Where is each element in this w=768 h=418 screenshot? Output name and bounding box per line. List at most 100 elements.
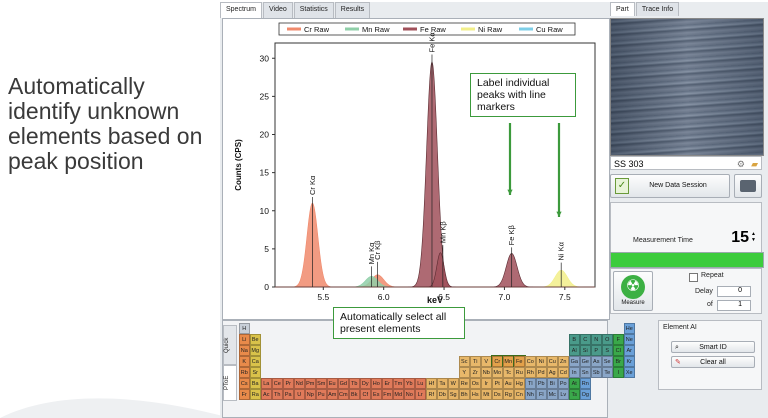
tab-video[interactable]: Video bbox=[262, 2, 293, 18]
element-p[interactable]: P bbox=[591, 345, 602, 356]
element-sn[interactable]: Sn bbox=[580, 367, 591, 378]
smart-id-button[interactable]: ⌕ Smart ID bbox=[671, 341, 755, 353]
element-as[interactable]: As bbox=[591, 356, 602, 367]
element-tm[interactable]: Tm bbox=[393, 378, 404, 389]
element-ne[interactable]: Ne bbox=[624, 334, 635, 345]
element-zr[interactable]: Zr bbox=[470, 367, 481, 378]
element-tb[interactable]: Tb bbox=[349, 378, 360, 389]
element-ra[interactable]: Ra bbox=[250, 389, 261, 400]
element-cs[interactable]: Cs bbox=[239, 378, 250, 389]
element-mg[interactable]: Mg bbox=[250, 345, 261, 356]
element-lu[interactable]: Lu bbox=[415, 378, 426, 389]
element-sm[interactable]: Sm bbox=[316, 378, 327, 389]
element-sb[interactable]: Sb bbox=[591, 367, 602, 378]
element-bh[interactable]: Bh bbox=[459, 389, 470, 400]
element-co[interactable]: Co bbox=[525, 356, 536, 367]
measure-button[interactable]: ☢ Measure bbox=[613, 271, 653, 311]
element-og[interactable]: Og bbox=[580, 389, 591, 400]
element-ru[interactable]: Ru bbox=[514, 367, 525, 378]
element-hg[interactable]: Hg bbox=[514, 378, 525, 389]
spinner-arrows-icon[interactable]: ▲ ▼ bbox=[751, 231, 756, 243]
tab-ptoe[interactable]: PToE bbox=[223, 365, 237, 401]
element-pm[interactable]: Pm bbox=[305, 378, 316, 389]
element-w[interactable]: W bbox=[448, 378, 459, 389]
element-se[interactable]: Se bbox=[602, 356, 613, 367]
element-pa[interactable]: Pa bbox=[283, 389, 294, 400]
element-er[interactable]: Er bbox=[382, 378, 393, 389]
element-zn[interactable]: Zn bbox=[558, 356, 569, 367]
element-ir[interactable]: Ir bbox=[481, 378, 492, 389]
element-i[interactable]: I bbox=[613, 367, 624, 378]
element-pt[interactable]: Pt bbox=[492, 378, 503, 389]
element-bi[interactable]: Bi bbox=[547, 378, 558, 389]
element-mt[interactable]: Mt bbox=[481, 389, 492, 400]
element-fl[interactable]: Fl bbox=[536, 389, 547, 400]
tab-trace-info[interactable]: Trace Info bbox=[635, 2, 680, 16]
sample-name-row[interactable]: SS 303 ⚙ ▰ bbox=[610, 156, 762, 170]
element-ce[interactable]: Ce bbox=[272, 378, 283, 389]
element-u[interactable]: U bbox=[294, 389, 305, 400]
element-re[interactable]: Re bbox=[459, 378, 470, 389]
element-rn[interactable]: Rn bbox=[580, 378, 591, 389]
element-si[interactable]: Si bbox=[580, 345, 591, 356]
element-pd[interactable]: Pd bbox=[536, 367, 547, 378]
element-pu[interactable]: Pu bbox=[316, 389, 327, 400]
element-be[interactable]: Be bbox=[250, 334, 261, 345]
element-fm[interactable]: Fm bbox=[382, 389, 393, 400]
element-rf[interactable]: Rf bbox=[426, 389, 437, 400]
element-y[interactable]: Y bbox=[459, 367, 470, 378]
element-mo[interactable]: Mo bbox=[492, 367, 503, 378]
element-lv[interactable]: Lv bbox=[558, 389, 569, 400]
element-br[interactable]: Br bbox=[613, 356, 624, 367]
element-xe[interactable]: Xe bbox=[624, 367, 635, 378]
tab-statistics[interactable]: Statistics bbox=[293, 2, 334, 18]
element-h[interactable]: H bbox=[239, 323, 250, 334]
element-ta[interactable]: Ta bbox=[437, 378, 448, 389]
element-ar[interactable]: Ar bbox=[624, 345, 635, 356]
element-cu[interactable]: Cu bbox=[547, 356, 558, 367]
element-cr[interactable]: Cr bbox=[491, 355, 504, 368]
element-ni[interactable]: Ni bbox=[536, 356, 547, 367]
element-n[interactable]: N bbox=[591, 334, 602, 345]
element-ca[interactable]: Ca bbox=[250, 356, 261, 367]
element-hf[interactable]: Hf bbox=[426, 378, 437, 389]
element-te[interactable]: Te bbox=[602, 367, 613, 378]
element-ba[interactable]: Ba bbox=[250, 378, 261, 389]
element-np[interactable]: Np bbox=[305, 389, 316, 400]
element-mn[interactable]: Mn bbox=[502, 355, 515, 368]
element-k[interactable]: K bbox=[239, 356, 250, 367]
element-bk[interactable]: Bk bbox=[349, 389, 360, 400]
element-fr[interactable]: Fr bbox=[239, 389, 250, 400]
element-cn[interactable]: Cn bbox=[514, 389, 525, 400]
element-sc[interactable]: Sc bbox=[459, 356, 470, 367]
spectrum-chart[interactable]: Cr Raw Mn Raw Fe Raw Ni Raw Cu Raw Cr Kα Mn Kα… bbox=[223, 19, 609, 319]
element-lr[interactable]: Lr bbox=[415, 389, 426, 400]
element-al[interactable]: Al bbox=[569, 345, 580, 356]
element-pr[interactable]: Pr bbox=[283, 378, 294, 389]
element-cl[interactable]: Cl bbox=[613, 345, 624, 356]
element-la[interactable]: La bbox=[261, 378, 272, 389]
element-au[interactable]: Au bbox=[503, 378, 514, 389]
element-es[interactable]: Es bbox=[371, 389, 382, 400]
element-ts[interactable]: Ts bbox=[569, 389, 580, 400]
element-ge[interactable]: Ge bbox=[580, 356, 591, 367]
element-ac[interactable]: Ac bbox=[261, 389, 272, 400]
element-yb[interactable]: Yb bbox=[404, 378, 415, 389]
element-os[interactable]: Os bbox=[470, 378, 481, 389]
element-cm[interactable]: Cm bbox=[338, 389, 349, 400]
element-no[interactable]: No bbox=[404, 389, 415, 400]
element-sg[interactable]: Sg bbox=[448, 389, 459, 400]
element-db[interactable]: Db bbox=[437, 389, 448, 400]
delay-input[interactable]: 0 bbox=[717, 286, 751, 297]
element-li[interactable]: Li bbox=[239, 334, 250, 345]
folder-icon[interactable]: ▰ bbox=[751, 159, 758, 169]
tab-part[interactable]: Part bbox=[610, 2, 635, 16]
element-sr[interactable]: Sr bbox=[250, 367, 261, 378]
print-button[interactable] bbox=[734, 174, 762, 198]
element-mc[interactable]: Mc bbox=[547, 389, 558, 400]
element-nh[interactable]: Nh bbox=[525, 389, 536, 400]
element-rg[interactable]: Rg bbox=[503, 389, 514, 400]
element-ho[interactable]: Ho bbox=[371, 378, 382, 389]
element-tc[interactable]: Tc bbox=[503, 367, 514, 378]
element-pb[interactable]: Pb bbox=[536, 378, 547, 389]
